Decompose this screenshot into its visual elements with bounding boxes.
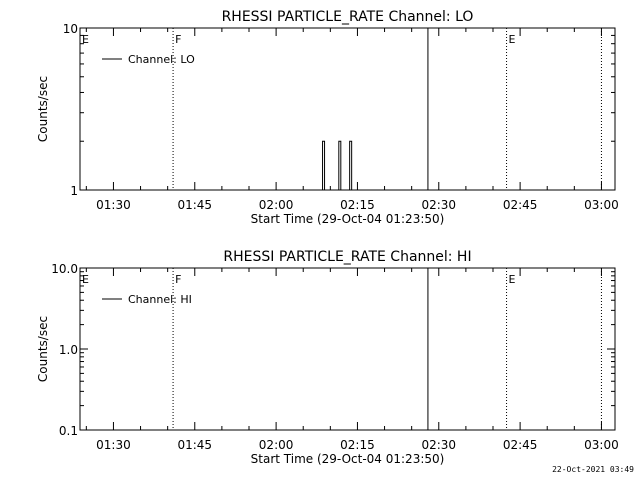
time-marker-label: E [509,33,516,46]
y-tick-label: 10 [63,22,78,36]
footer-timestamp: 22-Oct-2021 03:49 [552,465,634,474]
x-tick-label: 02:45 [503,198,538,212]
series-spike [349,140,353,191]
chart-panel-1: RHESSI PARTICLE_RATE Channel: LO 1 10 01:30… [36,9,619,226]
x-tick-label: 02:00 [259,438,294,452]
y-tick-label: 1 [70,184,78,198]
time-marker-label: F [175,273,181,286]
time-marker-label: E [82,33,89,46]
legend-label: Channel: HI [128,293,192,306]
x-tick-label: 01:45 [177,198,212,212]
time-marker-label: E [509,273,516,286]
y-tick-label: 10.0 [51,262,78,276]
x-tick-label: 03:00 [584,198,619,212]
series-spike [338,140,342,191]
y-axis-label: Counts/sec [36,316,50,382]
x-axis-label: Start Time (29-Oct-04 01:23:50) [251,452,445,466]
x-tick-label: 02:30 [421,438,456,452]
x-tick-label: 01:45 [177,438,212,452]
y-axis-label: Counts/sec [36,76,50,142]
x-tick-label: 01:30 [96,198,131,212]
x-tick-label: 01:30 [96,438,131,452]
x-tick-label: 02:30 [421,198,456,212]
time-marker-label: F [175,33,181,46]
series-spike [322,140,326,191]
x-tick-label: 02:00 [259,198,294,212]
chart-title: RHESSI PARTICLE_RATE Channel: LO [222,9,474,25]
chart-title: RHESSI PARTICLE_RATE Channel: HI [223,249,471,265]
y-tick-label: 1.0 [59,343,78,357]
x-tick-label: 02:15 [340,438,375,452]
chart-panel-2: RHESSI PARTICLE_RATE Channel: HI 0.1 1.0 10… [36,249,619,466]
x-axis-label: Start Time (29-Oct-04 01:23:50) [251,212,445,226]
legend-label: Channel: LO [128,53,195,66]
y-tick-label: 0.1 [59,424,78,438]
x-tick-label: 02:15 [340,198,375,212]
x-tick-label: 02:45 [503,438,538,452]
x-tick-label: 03:00 [584,438,619,452]
time-marker-label: E [82,273,89,286]
